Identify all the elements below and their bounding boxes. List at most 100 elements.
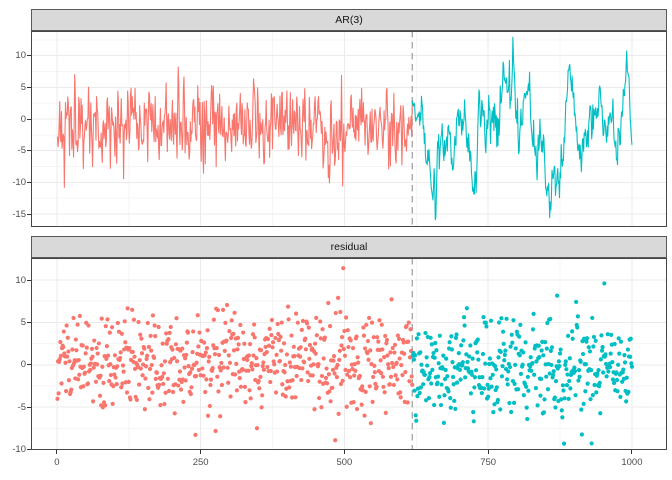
residual-point <box>442 376 448 382</box>
residual-point <box>605 332 610 337</box>
residual-point <box>403 369 408 375</box>
residual-point <box>236 342 241 347</box>
residual-point <box>398 395 403 400</box>
residual-point <box>468 343 473 348</box>
residual-point <box>529 368 534 373</box>
residual-point <box>231 348 237 353</box>
residual-point <box>344 404 349 409</box>
residual-point <box>204 346 210 351</box>
residual-point <box>104 356 109 361</box>
residual-point <box>164 331 169 336</box>
residual-point <box>538 376 544 382</box>
residual-point <box>91 365 96 370</box>
residual-point <box>567 356 572 361</box>
residual-point <box>564 383 570 388</box>
residual-point <box>235 347 240 352</box>
residual-point <box>250 367 255 372</box>
y-tick-label: 0 <box>20 359 26 371</box>
residual-point <box>433 340 438 346</box>
facet-strip-ar3: AR(3) <box>31 9 667 31</box>
x-tick-mark <box>343 450 345 454</box>
residual-point <box>340 378 345 383</box>
residual-point <box>261 367 266 372</box>
residual-point <box>453 406 458 412</box>
panel-border <box>31 31 667 227</box>
residual-point <box>125 306 130 311</box>
residual-point <box>590 393 595 398</box>
residual-point <box>564 367 569 372</box>
residual-point <box>379 322 384 327</box>
facet-strip-residual: residual <box>31 236 667 258</box>
residual-point <box>86 323 91 328</box>
residual-point <box>268 379 273 385</box>
residual-point <box>425 363 430 368</box>
residual-point <box>565 372 570 377</box>
residual-point <box>388 350 393 355</box>
residual-point <box>573 393 578 398</box>
residual-point <box>441 420 446 425</box>
residual-point <box>207 354 212 359</box>
residual-point <box>449 334 454 339</box>
residual-point <box>430 367 435 372</box>
residual-point <box>428 335 433 340</box>
residual-point <box>494 385 499 390</box>
residual-point <box>190 350 195 355</box>
residual-point <box>300 366 305 371</box>
residual-point <box>184 340 189 345</box>
y-tick-mark <box>27 213 31 215</box>
residual-point <box>448 395 453 401</box>
residual-point <box>584 339 589 344</box>
residual-point <box>558 347 563 352</box>
residual-point <box>449 347 455 352</box>
residual-point <box>511 318 516 323</box>
residual-point <box>530 327 536 332</box>
residual-point <box>195 313 200 318</box>
residual-point <box>468 391 474 396</box>
residual-point <box>505 382 510 387</box>
residual-point <box>561 441 567 446</box>
residual-point <box>390 360 395 366</box>
residual-point <box>618 394 623 399</box>
residual-point <box>429 342 434 347</box>
residual-point <box>464 306 469 311</box>
residual-point <box>606 369 611 374</box>
residual-point <box>61 345 66 350</box>
residual-point <box>559 408 564 413</box>
residual-point <box>510 340 515 345</box>
residual-point <box>561 388 566 393</box>
residual-point <box>596 367 601 373</box>
residual-point <box>103 324 108 329</box>
residual-point <box>473 368 479 373</box>
panel-background <box>31 258 667 450</box>
residual-point <box>331 358 336 363</box>
residual-point <box>325 381 330 386</box>
residual-point <box>601 370 606 375</box>
residual-point <box>482 386 487 391</box>
residual-point <box>238 384 243 389</box>
y-tick-mark <box>27 406 31 408</box>
residual-point <box>289 333 294 338</box>
residual-point <box>300 318 306 324</box>
residual-point <box>580 351 586 357</box>
residual-point <box>379 371 384 376</box>
residual-point <box>251 353 256 358</box>
residual-point <box>115 320 120 326</box>
residual-point <box>508 344 513 349</box>
residual-point <box>523 340 528 345</box>
residual-point <box>302 360 307 365</box>
residual-point <box>444 356 449 361</box>
residual-point <box>406 339 411 344</box>
residual-point <box>545 387 551 392</box>
residual-point <box>560 383 566 388</box>
residual-point <box>327 324 333 329</box>
residual-point <box>153 334 158 339</box>
residual-point <box>290 378 295 383</box>
residual-point <box>538 393 543 398</box>
residual-point <box>435 380 440 385</box>
residual-point <box>276 338 281 343</box>
residual-point <box>441 353 446 358</box>
residual-point <box>70 347 75 352</box>
residual-point <box>276 331 281 337</box>
residual-point <box>574 299 579 305</box>
residual-point <box>145 320 150 326</box>
